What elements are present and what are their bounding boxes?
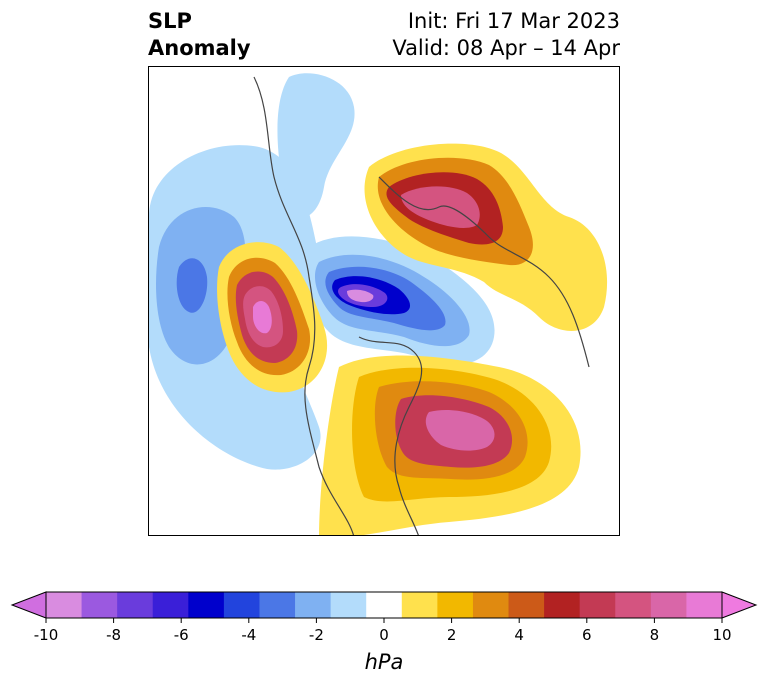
colorbar-segment xyxy=(223,592,260,618)
colorbar-tick-label: -2 xyxy=(309,626,324,644)
atlantic-positive-anomaly xyxy=(319,355,581,535)
colorbar-tick-label: -8 xyxy=(106,626,121,644)
colorbar-segment xyxy=(46,592,83,618)
init-date: Init: Fri 17 Mar 2023 xyxy=(407,9,620,33)
colorbar-segment xyxy=(686,592,723,618)
colorbar-segment xyxy=(615,592,652,618)
colorbar-tick-label: 0 xyxy=(379,626,389,644)
colorbar-segment xyxy=(152,592,189,618)
colorbar-segment xyxy=(330,592,367,618)
colorbar-tick-label: -4 xyxy=(241,626,256,644)
colorbar-segment xyxy=(579,592,616,618)
pacific-positive-anomaly xyxy=(217,242,328,393)
colorbar: -10 -8 -6 -4 -2 0 2 4 6 8 10 xyxy=(10,591,758,644)
title-line-2: Anomaly xyxy=(148,36,251,60)
colorbar-tick-label: 10 xyxy=(712,626,731,644)
colorbar-segment xyxy=(188,592,225,618)
colorbar-tick-label: 8 xyxy=(650,626,660,644)
valid-range: Valid: 08 Apr – 14 Apr xyxy=(392,36,620,60)
colorbar-tick-label: 2 xyxy=(447,626,457,644)
colorbar-segment xyxy=(366,592,403,618)
title-line-1: SLP xyxy=(148,9,192,33)
north-tongue-negative xyxy=(277,73,355,218)
colorbar-segment xyxy=(295,592,332,618)
colorbar-segment xyxy=(259,592,296,618)
map-panel xyxy=(148,66,620,536)
arctic-negative-anomaly xyxy=(302,236,495,366)
colorbar-tick-label: 6 xyxy=(582,626,592,644)
colorbar-segment xyxy=(544,592,581,618)
colorbar-segment xyxy=(508,592,545,618)
colorbar-tick-label: 4 xyxy=(514,626,524,644)
colorbar-segment xyxy=(81,592,118,618)
colorbar-segment xyxy=(401,592,438,618)
coastlines xyxy=(253,76,590,535)
valid-period: Init: Fri 17 Mar 2023 Valid: 08 Apr – 14… xyxy=(392,8,620,62)
colorbar-segment xyxy=(472,592,510,618)
colorbar-segment xyxy=(117,592,154,618)
colorbar-min-extend xyxy=(10,591,47,619)
colorbar-tick-label: -6 xyxy=(174,626,189,644)
colorbar-tick-label: -10 xyxy=(34,626,59,644)
colorbar-segment xyxy=(650,592,687,618)
colorbar-unit-label: hPa xyxy=(364,650,404,674)
map-title: SLP Anomaly xyxy=(148,8,251,62)
slp-anomaly-map xyxy=(149,73,608,535)
colorbar-segment xyxy=(437,592,474,618)
europe-positive-anomaly xyxy=(364,143,608,331)
colorbar-max-extend xyxy=(721,591,758,619)
